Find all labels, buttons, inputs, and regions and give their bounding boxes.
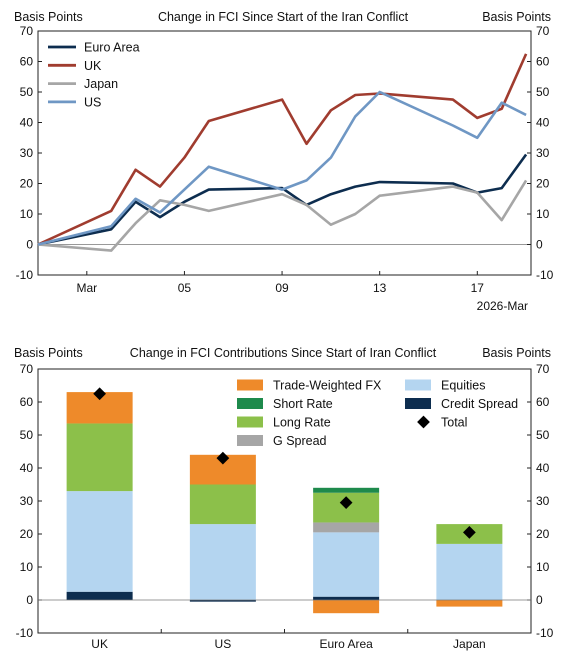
y-tick-label-right: 70 [536,362,550,376]
category-label: Euro Area [319,637,373,651]
y-tick-label-right: 30 [536,146,550,160]
bar-segment-long-rate [66,423,133,492]
y-tick-label-left: 30 [20,146,34,160]
legend-swatch [237,379,263,391]
y-tick-label-left: 10 [20,560,34,574]
y-tick-label-right: 20 [536,527,550,541]
bar-segment-equities [189,524,256,600]
y-tick-label-right: 50 [536,428,550,442]
y-tick-label-left: 30 [20,494,34,508]
series-line-uk [37,53,528,246]
legend-label: Trade-Weighted FX [273,379,382,393]
y-tick-label-right: 50 [536,85,550,99]
total-marker [216,451,230,465]
bar-segment-trade-weighted-fx [313,600,380,614]
y-tick-label-right: -10 [536,626,554,640]
bar-segment-short-rate [313,487,380,493]
y-tick-label-right: 40 [536,461,550,475]
bar-segment-equities [313,532,380,597]
y-tick-label-right: 70 [536,24,550,38]
bar-segment-credit-spread [66,591,133,600]
series-line-japan [37,179,528,252]
y-tick-label-left: 60 [20,55,34,69]
y-tick-label-right: 10 [536,207,550,221]
legend: Euro Area UK Japan US [48,41,140,109]
x-tick-label: Mar [76,281,97,295]
bar-segment-equities [436,543,503,600]
y-tick-label-left: 0 [26,593,33,607]
bar-segment-trade-weighted-fx [436,600,503,607]
y-tick-label-left: 0 [26,238,33,252]
x-tick-label: 09 [275,281,289,295]
y-tick-label-left: 50 [20,85,34,99]
y-tick-label-left: 20 [20,177,34,191]
chart-title: Change in FCI Since Start of the Iran Co… [158,10,409,24]
legend-label: Equities [441,379,485,393]
legend-label: Credit Spread [441,397,518,411]
bar-segment-equities [66,491,133,592]
y-tick-label-left: -10 [16,626,34,640]
left-axis-title: Basis Points [14,346,83,360]
legend-swatch [237,435,263,446]
legend-swatch [237,416,263,428]
y-tick-label-left: 60 [20,395,34,409]
y-tick-label-right: 60 [536,395,550,409]
y-tick-label-left: 70 [20,362,34,376]
y-tick-label-left: 40 [20,116,34,130]
series-line-us [37,90,527,246]
y-tick-label-right: 0 [536,593,543,607]
y-tick-label-right: -10 [536,268,554,282]
y-tick-label-left: 50 [20,428,34,442]
chart-title: Change in FCI Contributions Since Start … [130,346,437,360]
y-tick-label-left: 10 [20,207,34,221]
x-tick-label: 13 [373,281,387,295]
series-line-euro-area [37,153,528,246]
category-label: UK [91,637,108,651]
legend-label: UK [84,59,102,73]
x-tick-label: 05 [178,281,192,295]
legend-label: G Spread [273,434,327,448]
y-tick-label-right: 40 [536,116,550,130]
x-tick-label: 17 [471,281,485,295]
bar-segment-credit-spread [313,596,380,600]
bar-segment-long-rate [189,484,256,525]
y-tick-label-right: 0 [536,238,543,252]
y-tick-label-right: 20 [536,177,550,191]
y-tick-label-right: 60 [536,55,550,69]
category-label: US [215,637,232,651]
y-tick-label-left: 40 [20,461,34,475]
y-tick-label-right: 10 [536,560,550,574]
category-label: Japan [453,637,486,651]
left-axis-title: Basis Points [14,10,83,24]
x-axis-period-label: 2026-Mar [477,299,528,313]
legend-swatch [405,398,431,409]
legend-label: Short Rate [273,397,333,411]
legend-swatch [417,415,430,429]
total-marker [93,387,106,401]
legend-label: Japan [84,77,118,91]
legend-label: Euro Area [84,41,140,55]
y-tick-label-right: 30 [536,494,550,508]
y-tick-label-left: 20 [20,527,34,541]
bar-segment-credit-spread [189,600,256,602]
right-axis-title: Basis Points [482,346,551,360]
line-chart: Basis Points Basis Points Change in FCI Si… [14,10,554,313]
y-tick-label-left: 70 [20,24,34,38]
right-axis-title: Basis Points [482,10,551,24]
y-tick-label-left: -10 [16,268,34,282]
plot-frame [37,30,532,276]
legend-label: Total [441,416,467,430]
legend: Trade-Weighted FX Equities Short Rate Credi… [237,379,518,448]
bar-segment-g-spread [313,522,380,533]
total-marker [339,496,353,510]
legend-swatch [405,379,431,391]
legend-swatch [237,398,263,409]
stacked-bar-chart: Basis Points Basis Points Change in FCI Co… [14,346,554,651]
legend-label: Long Rate [273,416,331,430]
legend-label: US [84,95,101,109]
